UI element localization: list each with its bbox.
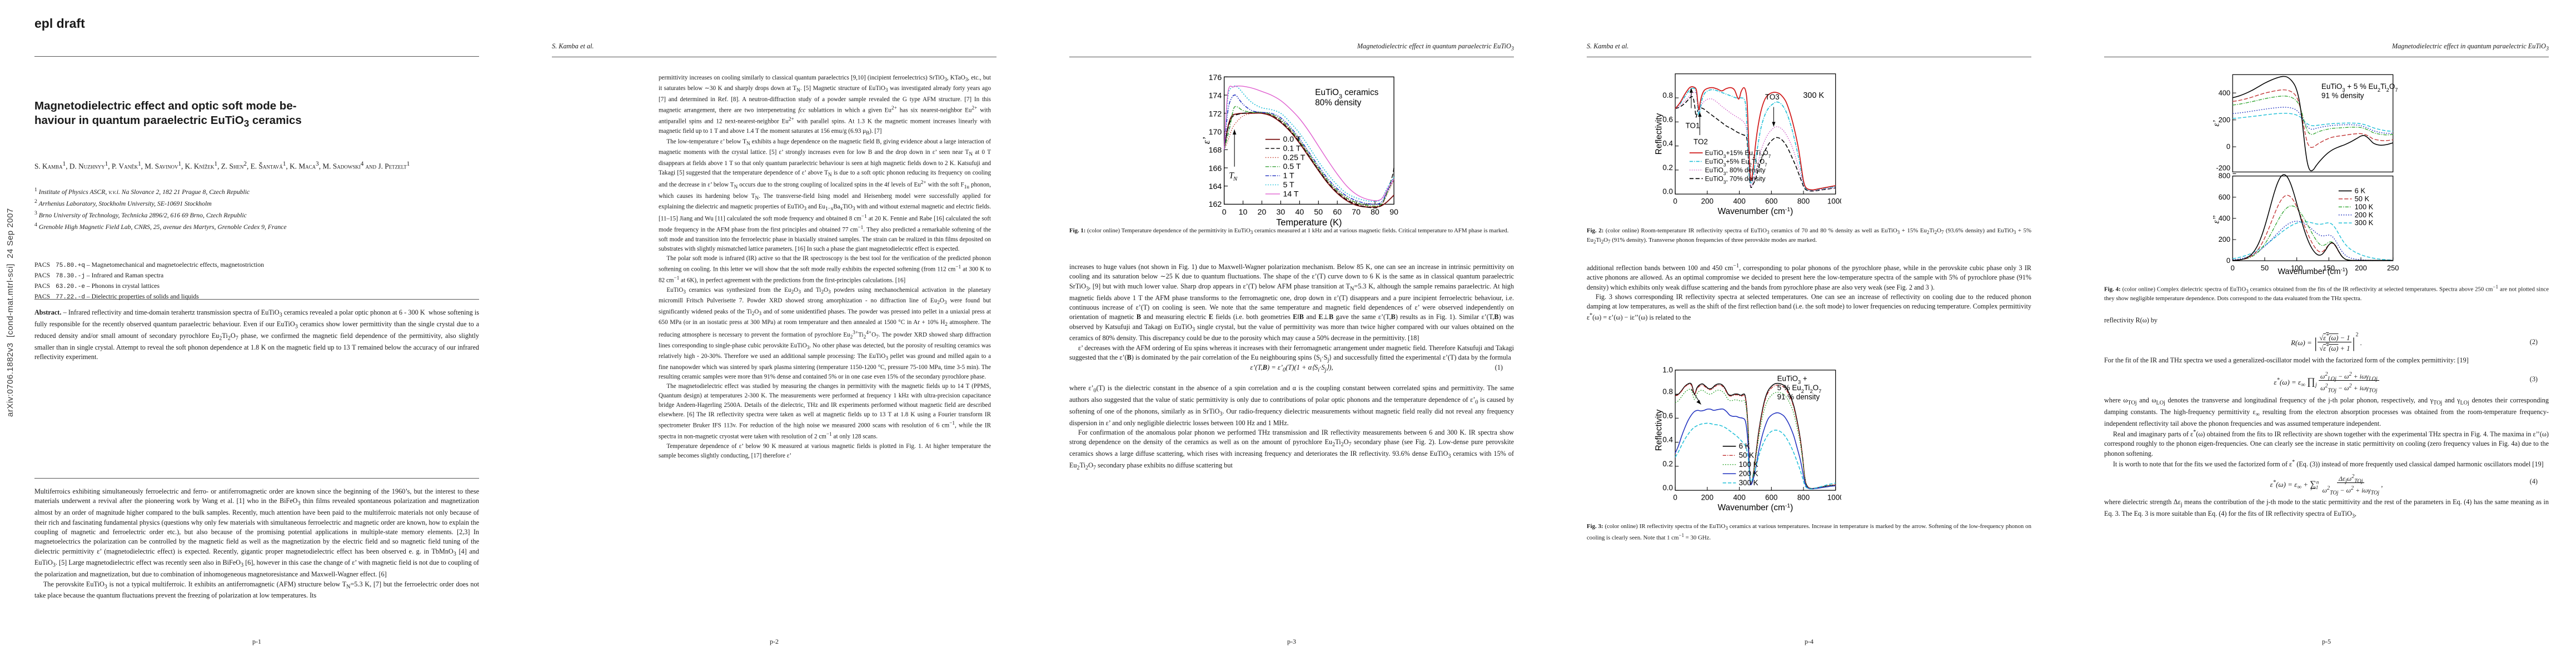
svg-text:0.8: 0.8 xyxy=(1662,387,1673,396)
svg-text:0.0: 0.0 xyxy=(1662,187,1673,196)
svg-text:400: 400 xyxy=(2219,88,2230,97)
svg-text:800: 800 xyxy=(1797,197,1810,206)
svg-text:800: 800 xyxy=(2219,172,2230,180)
svg-text:6 K: 6 K xyxy=(2355,187,2366,195)
svg-text:174: 174 xyxy=(1209,92,1222,101)
svg-text:176: 176 xyxy=(1209,73,1222,82)
svg-text:Wavenumber (cm-1): Wavenumber (cm-1) xyxy=(1718,503,1793,513)
svg-text:Reflectivity: Reflectivity xyxy=(1654,409,1663,451)
svg-text:0.2: 0.2 xyxy=(1662,163,1673,172)
svg-text:1.0: 1.0 xyxy=(1662,367,1673,374)
svg-text:1000: 1000 xyxy=(1827,494,1841,502)
svg-text:TO2: TO2 xyxy=(1693,138,1708,146)
svg-text:0.8: 0.8 xyxy=(1662,91,1673,99)
svg-text:600: 600 xyxy=(1765,197,1777,206)
svg-text:0.2: 0.2 xyxy=(1662,460,1673,468)
svg-text:0: 0 xyxy=(2226,142,2230,151)
svg-text:0: 0 xyxy=(2226,256,2230,265)
svg-text:20: 20 xyxy=(1258,208,1267,217)
svg-text:1000: 1000 xyxy=(1827,197,1841,206)
svg-text:300 K: 300 K xyxy=(1739,479,1758,487)
svg-text:0.5 T: 0.5 T xyxy=(1283,162,1301,171)
svg-text:EuTiO3, 70% density: EuTiO3, 70% density xyxy=(1705,175,1766,185)
svg-text:50: 50 xyxy=(2261,264,2269,272)
svg-text:200: 200 xyxy=(1701,494,1713,502)
svg-text:Wavenumber (cm-1): Wavenumber (cm-1) xyxy=(2278,267,2348,276)
svg-text:250: 250 xyxy=(2387,264,2399,272)
svg-text:600: 600 xyxy=(1765,494,1777,502)
svg-text:100 K: 100 K xyxy=(1739,460,1758,469)
svg-text:TO3: TO3 xyxy=(1765,93,1780,101)
svg-text:ε’: ε’ xyxy=(2211,120,2221,126)
svg-text:Wavenumber (cm-1): Wavenumber (cm-1) xyxy=(1718,207,1793,217)
svg-text:ε’: ε’ xyxy=(1200,137,1212,144)
svg-text:200 K: 200 K xyxy=(2355,211,2374,219)
svg-text:0.4: 0.4 xyxy=(1662,140,1673,148)
svg-text:0.1 T: 0.1 T xyxy=(1283,144,1301,153)
svg-text:172: 172 xyxy=(1209,109,1222,118)
svg-text:50 K: 50 K xyxy=(2355,195,2370,203)
svg-text:400: 400 xyxy=(1733,197,1745,206)
svg-text:ε’’: ε’’ xyxy=(2211,216,2221,224)
svg-text:200 K: 200 K xyxy=(1739,469,1758,477)
svg-text:1 T: 1 T xyxy=(1283,172,1294,181)
svg-text:200: 200 xyxy=(1701,197,1713,206)
svg-text:91 % density: 91 % density xyxy=(1777,392,1820,401)
svg-text:80% density: 80% density xyxy=(1315,98,1362,108)
svg-text:Temperature (K): Temperature (K) xyxy=(1276,218,1342,228)
svg-text:0.6: 0.6 xyxy=(1662,411,1673,420)
svg-text:50 K: 50 K xyxy=(1739,451,1755,459)
svg-text:-200: -200 xyxy=(2216,163,2230,172)
svg-text:162: 162 xyxy=(1209,200,1222,209)
svg-text:0: 0 xyxy=(2231,264,2235,272)
svg-text:50: 50 xyxy=(1314,208,1323,217)
svg-text:168: 168 xyxy=(1209,146,1222,155)
svg-text:0: 0 xyxy=(1222,208,1227,217)
svg-text:800: 800 xyxy=(1797,494,1810,502)
svg-text:166: 166 xyxy=(1209,164,1222,173)
svg-text:TO1: TO1 xyxy=(1686,122,1700,130)
svg-text:0: 0 xyxy=(1673,197,1677,206)
svg-text:600: 600 xyxy=(2219,193,2230,201)
svg-text:164: 164 xyxy=(1209,182,1222,191)
svg-text:100 K: 100 K xyxy=(2355,202,2374,211)
svg-text:170: 170 xyxy=(1209,128,1222,137)
svg-text:400: 400 xyxy=(1733,494,1745,502)
svg-text:70: 70 xyxy=(1352,208,1361,217)
svg-text:5 T: 5 T xyxy=(1283,181,1294,190)
svg-text:30: 30 xyxy=(1277,208,1285,217)
svg-text:0.0 T: 0.0 T xyxy=(1283,135,1301,144)
svg-text:40: 40 xyxy=(1295,208,1304,217)
svg-text:Reflectivity: Reflectivity xyxy=(1654,113,1663,155)
svg-text:0.6: 0.6 xyxy=(1662,115,1673,123)
svg-text:0: 0 xyxy=(1673,494,1677,502)
svg-text:0.0: 0.0 xyxy=(1662,484,1673,492)
svg-text:200: 200 xyxy=(2219,235,2230,243)
svg-text:6 K: 6 K xyxy=(1739,442,1750,450)
svg-text:0.25 T: 0.25 T xyxy=(1283,153,1305,162)
svg-text:14 T: 14 T xyxy=(1283,190,1298,198)
svg-text:200: 200 xyxy=(2355,264,2366,272)
svg-text:N: N xyxy=(1233,176,1238,182)
svg-text:80: 80 xyxy=(1371,208,1379,217)
svg-text:10: 10 xyxy=(1239,208,1248,217)
svg-text:91 % density: 91 % density xyxy=(2321,92,2364,100)
svg-text:300 K: 300 K xyxy=(1803,91,1824,100)
svg-text:300 K: 300 K xyxy=(2355,218,2374,227)
svg-text:0.4: 0.4 xyxy=(1662,436,1673,444)
svg-text:90: 90 xyxy=(1389,208,1398,217)
svg-text:60: 60 xyxy=(1333,208,1342,217)
